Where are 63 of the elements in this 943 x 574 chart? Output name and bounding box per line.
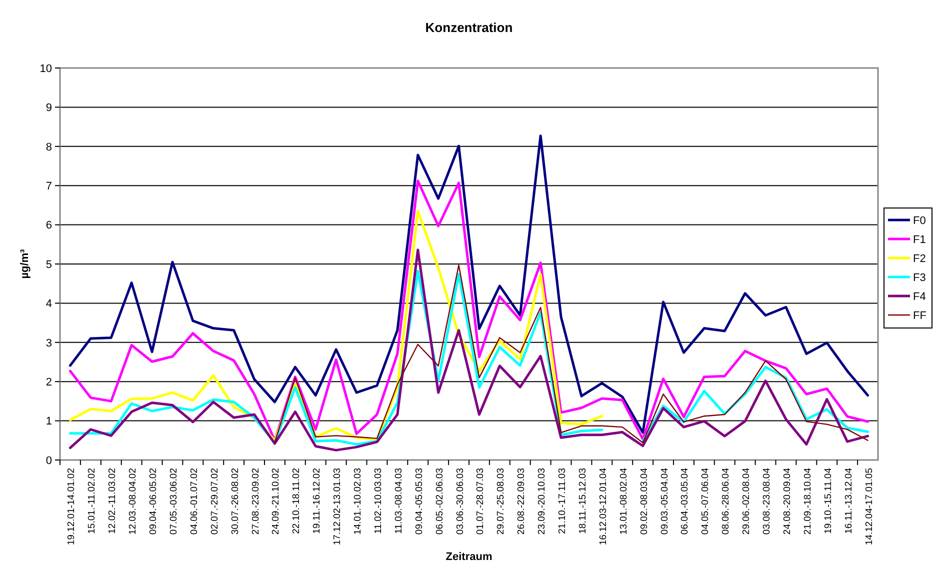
y-tick-label: 2: [46, 376, 52, 388]
x-tick-label: 11.03.-08.04.03: [393, 468, 404, 534]
x-tick-label: 04.06.-01.07.02: [188, 468, 200, 535]
y-tick-label: 10: [40, 62, 52, 75]
line-series: [68, 180, 870, 442]
x-tick-label: 09.03.-05.04.04: [659, 468, 670, 535]
line-series: [274, 264, 868, 444]
y-tick-label: 7: [46, 180, 52, 192]
legend-label: F2: [913, 252, 926, 265]
y-tick-label: 6: [46, 220, 52, 232]
x-tick-label: 01.07.-28.07.03: [475, 468, 486, 535]
x-tick-label: 03.08.-23.08.04: [762, 468, 773, 535]
x-tick-label: 07.05.-03.06.02: [168, 468, 180, 535]
x-tick-label: 24.08.-20.09.04: [782, 468, 793, 535]
x-tick-label: 21.09.-18.10.04: [802, 468, 814, 535]
line-series: [68, 134, 870, 434]
x-tick-label: 06.04.-03.05.04: [680, 468, 691, 535]
legend-label: F4: [913, 290, 926, 303]
x-tick-label: 24.09.-21.10.02: [270, 468, 282, 535]
x-tick-label: 21.10.-17.11.03: [557, 468, 568, 534]
x-tick-label: 08.06.-28.06.04: [720, 468, 732, 535]
x-tick-label: 02.07.-29.07.02: [209, 468, 220, 535]
x-tick-label: 16.12.03-12.01.04: [598, 468, 609, 546]
x-tick-label: 11.02.-10.03.03: [372, 468, 384, 534]
x-tick-label: 17.12.02-13.01.03: [332, 468, 344, 546]
y-tick-label: 3: [46, 337, 52, 350]
legend-label: F3: [913, 272, 926, 284]
y-tick-label: 5: [46, 258, 52, 271]
legend-label: FF: [913, 310, 927, 322]
legend-label: F0: [913, 214, 926, 227]
y-tick-label: 8: [46, 141, 52, 154]
y-tick-label: 0: [46, 454, 52, 467]
chart-title: Konzentration: [425, 20, 513, 35]
x-tick-label: 16.11.-13.12.04: [843, 468, 854, 534]
x-axis-title: Zeitraum: [446, 551, 492, 563]
x-tick-label: 06.05.-02.06.03: [434, 468, 446, 535]
x-tick-label: 19.11.-16.12.02: [312, 468, 323, 534]
x-tick-label: 14.12.04-17.01.05: [864, 468, 875, 546]
x-tick-label: 09.04.-05.05.03: [414, 468, 425, 535]
x-tick-label: 09.02.-08.03.04: [638, 468, 650, 535]
x-tick-label: 30.07.-26.08.02: [230, 468, 241, 535]
x-tick-label: 29.07.-25.08.03: [496, 468, 507, 535]
legend-label: F1: [913, 234, 926, 246]
x-tick-label: 12.02.-11.03.02: [107, 468, 118, 534]
x-tick-label: 26.08.-22.09.03: [516, 468, 528, 535]
x-tick-label: 19.12.01-14.01.02: [66, 468, 78, 546]
x-tick-label: 12.03.-08.04.02: [128, 468, 139, 535]
y-tick-label: 9: [46, 102, 52, 114]
x-tick-label: 18.11.-15.12.03: [577, 468, 588, 534]
x-tick-label: 14.01.-10.02.03: [352, 468, 364, 535]
x-tick-label: 15.01.-11.02.02: [86, 468, 98, 534]
x-tick-label: 09.04.-06.05.02: [148, 468, 160, 535]
x-tick-label: 19.10.-15.11.04: [822, 468, 834, 534]
y-axis-title: µg/m³: [19, 248, 31, 279]
x-tick-label: 04.05.-07.06.04: [700, 468, 712, 535]
x-tick-label: 27.08.-23.09.02: [250, 468, 262, 535]
x-tick-label: 23.09.-20.10.03: [536, 468, 548, 535]
x-tick-label: 22.10.-18.11.02: [291, 468, 302, 534]
y-tick-label: 1: [46, 416, 52, 428]
x-tick-label: 29.06.-02.08.04: [741, 468, 752, 535]
x-tick-label: 03.06.-30.06.03: [454, 468, 466, 535]
y-tick-label: 4: [46, 298, 52, 310]
x-tick-label: 13.01.-08.02.04: [618, 468, 630, 535]
